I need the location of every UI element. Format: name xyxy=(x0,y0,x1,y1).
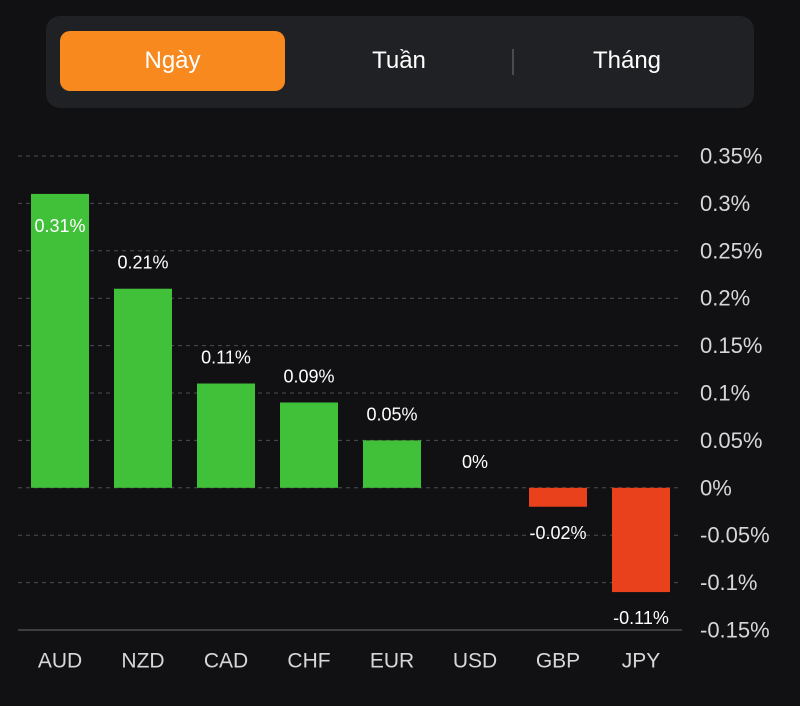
data-label: 0.21% xyxy=(117,253,168,273)
tab-day[interactable]: Ngày xyxy=(60,31,285,91)
bars xyxy=(31,193,670,593)
tab-divider xyxy=(512,49,514,75)
data-label: -0.02% xyxy=(529,523,586,543)
x-tick-label: USD xyxy=(453,650,497,673)
bar-nzd xyxy=(114,288,172,488)
y-tick-label: 0% xyxy=(700,475,732,500)
data-labels: 0.31% 0.21% 0.11% 0.09% 0.05% 0% -0.02% -0.11% xyxy=(34,216,668,628)
y-tick-label: 0.15% xyxy=(700,333,762,358)
tab-month[interactable]: Tháng xyxy=(592,47,662,74)
y-tick-label: 0.2% xyxy=(700,286,750,311)
x-tick-label: CAD xyxy=(204,650,248,673)
y-tick-label: 0.05% xyxy=(700,428,762,453)
data-label: 0.31% xyxy=(34,216,85,236)
x-tick-label: NZD xyxy=(121,650,164,673)
data-label: 0.11% xyxy=(201,348,251,368)
x-tick-label: CHF xyxy=(287,650,330,673)
period-tab-bar: Ngày Tuần Tháng xyxy=(46,16,754,108)
y-tick-label: -0.05% xyxy=(700,523,770,548)
y-tick-label: -0.15% xyxy=(700,618,770,643)
bar-cad xyxy=(197,383,255,488)
x-tick-label: EUR xyxy=(370,650,414,673)
y-tick-label: 0.25% xyxy=(700,238,762,263)
data-label: 0% xyxy=(462,452,488,472)
bar-chf xyxy=(280,402,338,488)
bar-jpy xyxy=(612,487,670,593)
tab-week[interactable]: Tuần xyxy=(372,47,426,74)
data-label: 0.09% xyxy=(283,366,334,386)
x-tick-label: AUD xyxy=(38,650,82,673)
y-tick-label: 0.3% xyxy=(700,191,750,216)
bar-aud xyxy=(31,193,89,488)
x-axis-tick-labels: AUD NZD CAD CHF EUR USD GBP JPY xyxy=(38,650,660,673)
y-tick-label: 0.1% xyxy=(700,381,750,406)
data-label: -0.11% xyxy=(613,608,669,628)
y-tick-label: -0.1% xyxy=(700,570,757,595)
x-tick-label: GBP xyxy=(536,650,580,673)
x-tick-label: JPY xyxy=(622,650,661,673)
y-tick-label: 0.35% xyxy=(700,144,762,169)
data-label: 0.05% xyxy=(366,404,417,424)
y-axis-tick-labels: 0.35% 0.3% 0.25% 0.2% 0.15% 0.1% 0.05% 0% -0.05%… xyxy=(700,144,770,643)
bar-eur xyxy=(363,440,421,488)
bar-gbp xyxy=(529,487,587,507)
